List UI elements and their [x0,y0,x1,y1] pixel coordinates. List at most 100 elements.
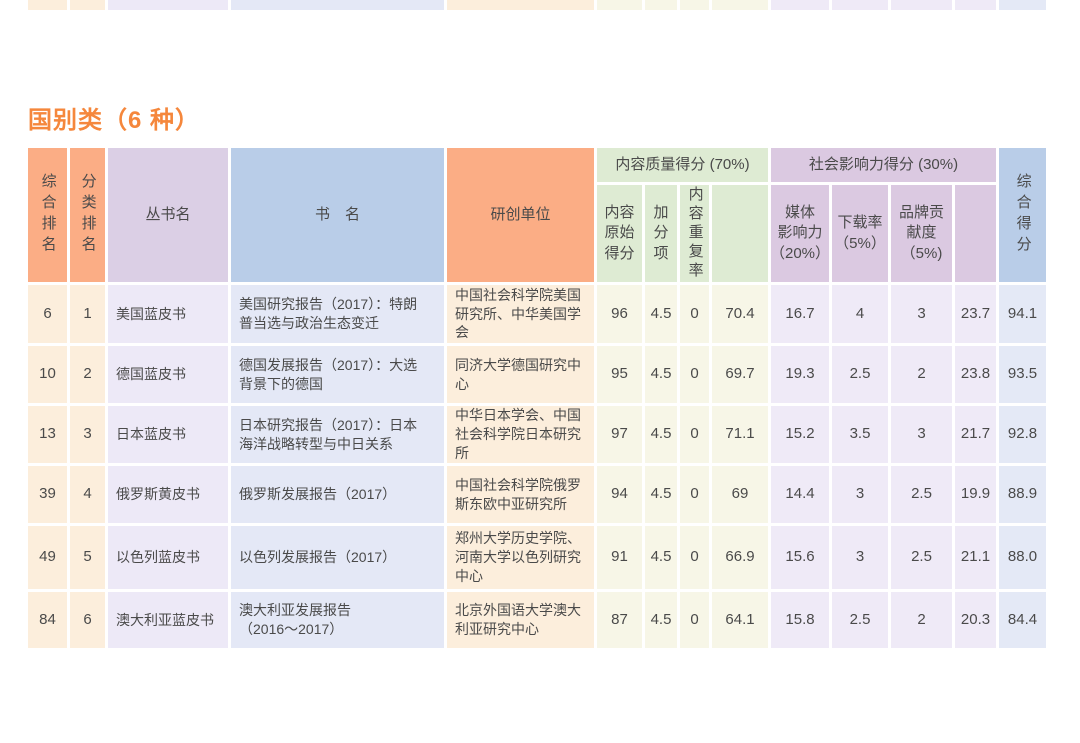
media-influence-score: 16.7 [771,285,829,343]
download-score: 4 [832,285,888,343]
col-header-bonus: 加 分 项 [645,185,677,282]
group-header-social-influence: 社会影响力得分 (30%) [771,148,996,182]
book-name: 日本研究报告（2017）：日本 海洋战略转型与中日关系 [231,406,444,463]
social-subtotal: 23.8 [955,346,996,403]
fragment-cell [70,0,105,10]
book-name: 澳大利亚发展报告 （2016～2017） [231,592,444,648]
bonus-score: 4.5 [645,592,677,648]
category-rank-value: 2 [70,346,105,403]
previous-table-fragment [28,0,1046,10]
overall-rank-value: 6 [28,285,67,343]
download-score: 3 [832,466,888,523]
col-header-quality-subtotal [712,185,768,282]
overall-rank-value: 39 [28,466,67,523]
download-score: 2.5 [832,592,888,648]
col-header-brand-contribution: 品牌贡 献度 （5%) [891,185,952,282]
download-score: 3.5 [832,406,888,463]
media-influence-score: 14.4 [771,466,829,523]
fragment-cell [108,0,228,10]
fragment-cell [891,0,952,10]
brand-score: 3 [891,285,952,343]
series-name: 美国蓝皮书 [108,285,228,343]
social-subtotal: 21.1 [955,526,996,589]
fragment-cell [999,0,1046,10]
book-name: 以色列发展报告（2017） [231,526,444,589]
col-header-social-subtotal [955,185,996,282]
research-unit: 中华日本学会、中国 社会科学院日本研究 所 [447,406,594,463]
col-header-overall-score: 综合得分 [999,148,1046,282]
col-header-media-influence: 媒体 影响力 （20%） [770,185,830,282]
quality-subtotal: 70.4 [712,285,768,343]
overall-rank-value: 84 [28,592,67,648]
media-influence-score: 15.8 [771,592,829,648]
media-influence-score: 15.2 [771,406,829,463]
fragment-cell [680,0,709,10]
duplication-rate: 0 [680,346,709,403]
quality-subtotal: 64.1 [712,592,768,648]
brand-score: 3 [891,406,952,463]
research-unit: 北京外国语大学澳大 利亚研究中心 [447,592,594,648]
original-score: 87 [597,592,642,648]
series-name: 德国蓝皮书 [108,346,228,403]
quality-subtotal: 66.9 [712,526,768,589]
duplication-rate: 0 [680,466,709,523]
bonus-score: 4.5 [645,346,677,403]
col-header-series-name: 丛书名 [108,148,228,282]
media-influence-score: 19.3 [771,346,829,403]
media-influence-score: 15.6 [771,526,829,589]
col-header-original-score: 内容 原始 得分 [597,185,642,282]
category-rank-value: 3 [70,406,105,463]
research-unit: 郑州大学历史学院、 河南大学以色列研究 中心 [447,526,594,589]
category-rank-value: 6 [70,592,105,648]
fragment-cell [597,0,642,10]
quality-subtotal: 69 [712,466,768,523]
col-header-research-unit: 研创单位 [447,148,594,282]
category-rank-value: 1 [70,285,105,343]
fragment-cell [231,0,444,10]
book-name: 德国发展报告（2017）：大选 背景下的德国 [231,346,444,403]
overall-score: 84.4 [999,592,1046,648]
overall-rank-value: 49 [28,526,67,589]
overall-score: 88.9 [999,466,1046,523]
overall-score: 93.5 [999,346,1046,403]
overall-score: 92.8 [999,406,1046,463]
col-header-duplication-rate: 内容重复率 [680,185,709,282]
col-header-category-rank: 分类排名 [70,148,105,282]
original-score: 94 [597,466,642,523]
research-unit: 中国社会科学院俄罗 斯东欧中亚研究所 [447,466,594,523]
download-score: 2.5 [832,346,888,403]
col-header-download-rate: 下载率 （5%） [832,185,888,282]
brand-score: 2.5 [891,466,952,523]
social-subtotal: 23.7 [955,285,996,343]
original-score: 97 [597,406,642,463]
col-header-book-name: 书 名 [231,148,444,282]
social-subtotal: 20.3 [955,592,996,648]
group-header-content-quality: 内容质量得分 (70%) [597,148,768,182]
series-name: 日本蓝皮书 [108,406,228,463]
series-name: 俄罗斯黄皮书 [108,466,228,523]
overall-score: 94.1 [999,285,1046,343]
category-rank-value: 4 [70,466,105,523]
col-header-overall-rank: 综合排名 [28,148,67,282]
book-name: 美国研究报告（2017）：特朗 普当选与政治生态变迁 [231,285,444,343]
fragment-cell [712,0,768,10]
original-score: 91 [597,526,642,589]
overall-rank-value: 13 [28,406,67,463]
social-subtotal: 21.7 [955,406,996,463]
research-unit: 中国社会科学院美国 研究所、中华美国学 会 [447,285,594,343]
social-subtotal: 19.9 [955,466,996,523]
duplication-rate: 0 [680,406,709,463]
brand-score: 2.5 [891,526,952,589]
download-score: 3 [832,526,888,589]
book-name: 俄罗斯发展报告（2017） [231,466,444,523]
bonus-score: 4.5 [645,526,677,589]
overall-score: 88.0 [999,526,1046,589]
bonus-score: 4.5 [645,466,677,523]
duplication-rate: 0 [680,592,709,648]
brand-score: 2 [891,346,952,403]
category-rank-value: 5 [70,526,105,589]
quality-subtotal: 71.1 [712,406,768,463]
overall-rank-value: 10 [28,346,67,403]
original-score: 95 [597,346,642,403]
bonus-score: 4.5 [645,285,677,343]
